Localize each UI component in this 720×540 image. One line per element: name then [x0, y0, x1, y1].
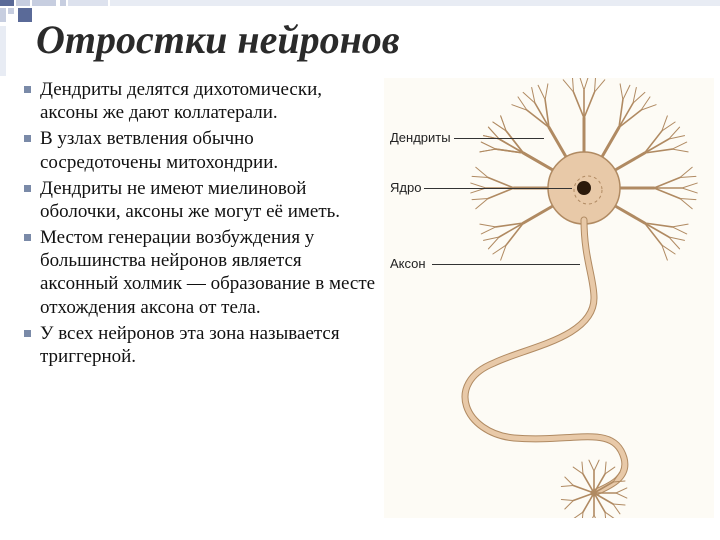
label-dendrites: Дендриты [390, 130, 451, 145]
bullet-list-container: Дендриты делятся дихотомически, аксоны ж… [18, 78, 378, 371]
bullet-item: Дендриты делятся дихотомически, аксоны ж… [18, 78, 378, 124]
leader-dendrites [454, 138, 544, 139]
bullet-item: У всех нейронов эта зона называется триг… [18, 322, 378, 368]
leader-nucleus [424, 188, 572, 189]
bullet-item: Местом генерации возбуждения у большинст… [18, 226, 378, 319]
bullet-item: Дендриты не имеют миелиновой оболочки, а… [18, 177, 378, 223]
neuron-nucleus [577, 181, 591, 195]
leader-axon [432, 264, 580, 265]
slide-title: Отростки нейронов [36, 16, 400, 63]
label-nucleus: Ядро [390, 180, 421, 195]
neuron-figure: Дендриты Ядро Аксон [384, 78, 714, 518]
bullet-list: Дендриты делятся дихотомически, аксоны ж… [18, 78, 378, 368]
neuron-axon [465, 220, 625, 493]
neuron-axon [465, 220, 625, 493]
label-axon: Аксон [390, 256, 426, 271]
bullet-item: В узлах ветвления обычно сосредоточены м… [18, 127, 378, 173]
